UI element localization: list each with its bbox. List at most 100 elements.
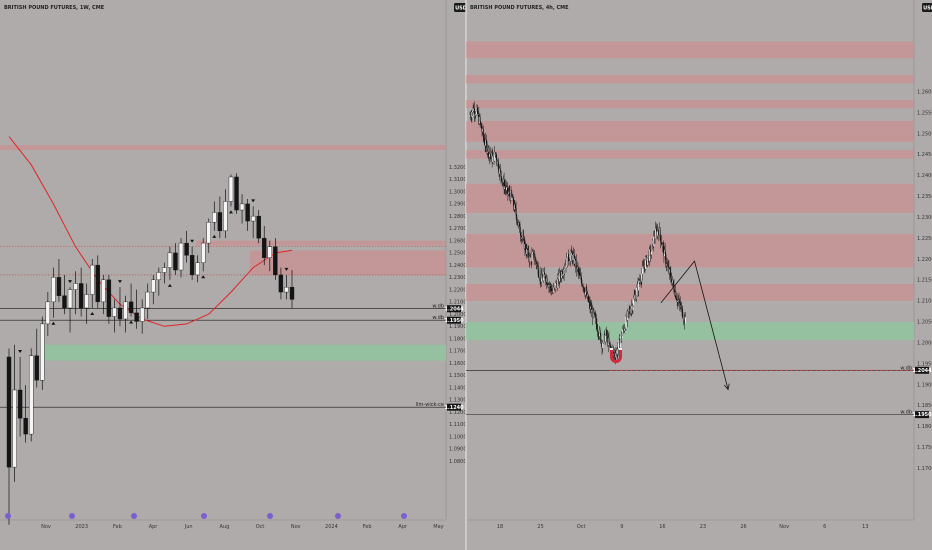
candle-body: [559, 272, 561, 277]
candle-body: [522, 236, 524, 239]
candle-body: [605, 329, 607, 337]
candle-body: [518, 223, 520, 224]
candle-body: [632, 305, 634, 311]
candle-body: [530, 256, 532, 258]
y-tick-18: 1.1750: [917, 445, 932, 451]
candle-body: [592, 309, 594, 318]
candle-body: [475, 114, 477, 116]
candle-body: [526, 248, 528, 253]
candle-body: [641, 273, 643, 281]
candle-body: [565, 265, 567, 268]
candle-body: [680, 305, 682, 307]
supply-zone-3: [249, 250, 446, 275]
candle-body: [616, 350, 618, 355]
candle-body: [162, 267, 167, 273]
candle-body: [592, 309, 594, 318]
candle-body: [602, 335, 604, 343]
candle-body: [593, 313, 595, 314]
candle-body: [661, 243, 663, 246]
candle-body: [507, 186, 509, 194]
level-label-1: w.db: [900, 365, 912, 371]
candle-body: [487, 147, 489, 152]
candle-body: [490, 153, 492, 157]
candle-body: [624, 328, 626, 331]
y-tick-7: 1.2300: [917, 215, 932, 221]
y-tick-19: 1.1700: [917, 466, 932, 472]
candle-body: [624, 328, 626, 330]
supply-zone-7: [466, 233, 914, 268]
y-tick-17: 1.1600: [449, 361, 467, 367]
candle-body: [627, 311, 629, 313]
x-tick-9: 2024: [325, 524, 338, 530]
candle-body: [675, 292, 677, 299]
x-tick-12: May: [433, 524, 443, 530]
candle-body: [667, 265, 669, 267]
candle-body: [588, 301, 590, 303]
candle-body: [262, 237, 267, 258]
candle-body: [655, 228, 657, 230]
candle-body: [512, 197, 514, 201]
candle-body: [123, 301, 128, 320]
candle-body: [622, 329, 624, 335]
x-tick-9: 6: [823, 524, 826, 530]
candle-body: [583, 287, 585, 289]
x-tick-7: 26: [740, 524, 746, 530]
candle-body: [532, 252, 534, 255]
level-tag-2: 1.1950: [912, 412, 932, 418]
candle-body: [674, 291, 676, 296]
candle-body: [510, 191, 512, 201]
candle-body: [568, 261, 570, 262]
candle-body: [223, 201, 228, 232]
candle-body: [590, 306, 592, 312]
candle-body: [547, 284, 549, 286]
swing-low-marker: [90, 311, 95, 315]
candle-body: [528, 257, 530, 262]
event-icon: [69, 513, 75, 519]
candle-body: [537, 265, 539, 275]
candle-body: [544, 272, 546, 275]
y-tick-8: 1.2250: [917, 236, 932, 242]
event-icon: [201, 513, 207, 519]
swing-low-marker: [201, 275, 206, 279]
swing-high-marker: [251, 199, 256, 203]
candle-body: [474, 114, 476, 116]
candle-body: [496, 154, 498, 161]
candle-body: [529, 256, 531, 262]
y-tick-14: 1.1900: [449, 324, 467, 330]
candle-body: [45, 301, 51, 325]
candle-body: [558, 275, 560, 282]
candle-body: [639, 280, 641, 283]
candle-body: [284, 286, 289, 293]
candle-body: [589, 301, 591, 309]
candle-body: [470, 115, 472, 117]
candle-body: [670, 279, 672, 284]
candle-body: [473, 108, 475, 112]
y-tick-17: 1.1800: [917, 424, 932, 430]
candle-body: [40, 323, 45, 381]
x-tick-11: Apr: [398, 524, 408, 530]
candle-body: [607, 338, 609, 345]
candle-body: [73, 283, 78, 290]
candle-body: [630, 309, 632, 314]
candle-body: [657, 230, 659, 232]
candle-body: [634, 295, 636, 298]
level-label-2: w.db: [900, 410, 912, 416]
candle-body: [577, 266, 579, 270]
currency-label: USD: [923, 6, 932, 12]
candle-body: [95, 264, 100, 303]
candle-body: [557, 275, 559, 280]
candle-body: [90, 264, 95, 295]
candle-body: [528, 249, 530, 258]
candle-body: [539, 273, 541, 278]
candle-body: [620, 335, 622, 341]
candle-body: [84, 294, 89, 309]
candle-body: [497, 161, 499, 164]
candle-body: [654, 236, 656, 239]
candle-body: [128, 301, 134, 314]
candle-body: [581, 284, 583, 286]
candle-body: [585, 292, 587, 295]
candle-body: [670, 272, 672, 280]
candle-body: [643, 266, 645, 268]
